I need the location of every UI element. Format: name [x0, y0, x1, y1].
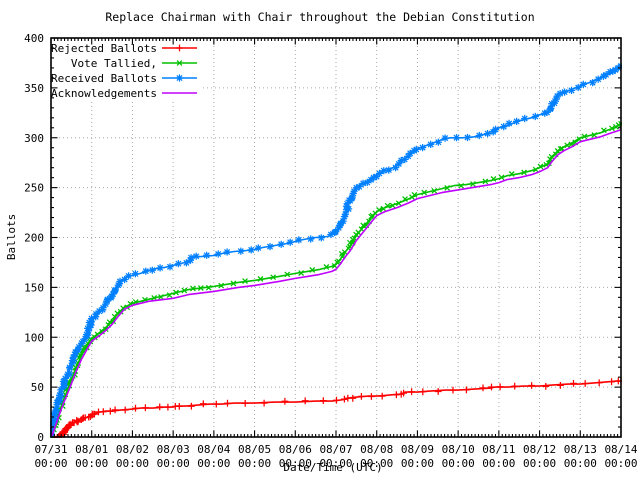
- x-tick-label: 07/31: [34, 443, 67, 456]
- legend-sample-marker: [176, 44, 183, 52]
- x-tick-label: 08/07: [319, 443, 352, 456]
- x-tick-sublabel: 00:00: [238, 457, 271, 470]
- series-markers-1: [51, 377, 622, 438]
- x-tick-sublabel: 00:00: [34, 457, 67, 470]
- tick-labels: 05010015020025030035040007/3100:0008/010…: [24, 32, 638, 470]
- x-tick-sublabel: 00:00: [564, 457, 597, 470]
- x-tick-sublabel: 00:00: [401, 457, 434, 470]
- legend-label: Acknowledgements: [51, 87, 157, 100]
- series-line-3: [50, 65, 622, 438]
- series-line-4: [50, 129, 622, 438]
- x-tick-label: 08/10: [442, 443, 475, 456]
- y-tick-label: 50: [31, 381, 44, 394]
- y-axis-label: Ballots: [5, 214, 18, 260]
- legend-label: Rejected Ballots: [51, 42, 157, 55]
- legend-background: [52, 39, 200, 101]
- legend-label: Vote Tallied,: [71, 57, 157, 70]
- x-tick-sublabel: 00:00: [482, 457, 515, 470]
- x-tick-sublabel: 00:00: [523, 457, 556, 470]
- x-tick-label: 08/03: [157, 443, 190, 456]
- x-axis-label: Date/Time (UTC): [283, 461, 382, 474]
- x-tick-label: 08/08: [360, 443, 393, 456]
- legend-label: Received Ballots: [51, 72, 157, 85]
- x-tick-sublabel: 00:00: [116, 457, 149, 470]
- x-tick-label: 08/13: [564, 443, 597, 456]
- x-tick-sublabel: 00:00: [442, 457, 475, 470]
- x-tick-label: 08/05: [238, 443, 271, 456]
- series-line-1: [51, 380, 621, 438]
- y-tick-label: 300: [24, 132, 44, 145]
- x-tick-label: 08/06: [279, 443, 312, 456]
- chart-title: Replace Chairman with Chair throughout t…: [105, 10, 534, 24]
- x-tick-label: 08/01: [75, 443, 108, 456]
- x-tick-sublabel: 00:00: [319, 457, 352, 470]
- x-tick-label: 08/11: [482, 443, 515, 456]
- y-tick-label: 350: [24, 82, 44, 95]
- y-tick-label: 250: [24, 182, 44, 195]
- x-tick-sublabel: 00:00: [279, 457, 312, 470]
- x-tick-label: 08/09: [401, 443, 434, 456]
- x-tick-sublabel: 00:00: [197, 457, 230, 470]
- x-tick-sublabel: 00:00: [157, 457, 190, 470]
- axes-frame: [50, 37, 622, 438]
- y-tick-label: 100: [24, 331, 44, 344]
- data-series: [50, 62, 622, 438]
- plot-border: [50, 37, 622, 438]
- y-tick-label: 400: [24, 32, 44, 45]
- legend-sample-marker: [176, 60, 183, 66]
- x-tick-sublabel: 00:00: [604, 457, 637, 470]
- x-tick-sublabel: 00:00: [75, 457, 108, 470]
- y-tick-label: 150: [24, 281, 44, 294]
- x-tick-label: 08/14: [604, 443, 637, 456]
- grid-lines: [51, 38, 621, 437]
- legend-sample-marker: [175, 74, 184, 82]
- x-tick-label: 08/02: [116, 443, 149, 456]
- x-tick-label: 08/04: [197, 443, 230, 456]
- y-tick-label: 200: [24, 232, 44, 245]
- x-tick-sublabel: 00:00: [360, 457, 393, 470]
- series-markers-2: [50, 120, 622, 438]
- y-tick-label: 0: [37, 431, 44, 444]
- legend: Rejected Ballots Vote Tallied, Received Ba…: [51, 39, 200, 101]
- x-tick-label: 08/12: [523, 443, 556, 456]
